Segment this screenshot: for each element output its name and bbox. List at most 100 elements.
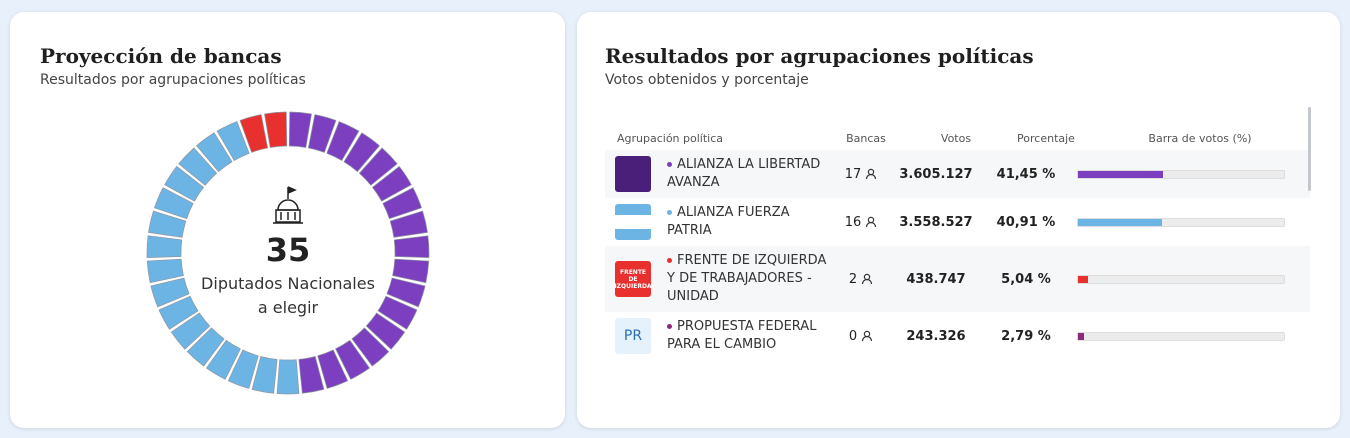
seats-card: Proyección de bancas Resultados por agru… — [10, 12, 565, 428]
percentage: 40,91 % — [996, 214, 1056, 230]
seat-segment — [164, 165, 205, 202]
seats-value: 16 — [844, 214, 862, 230]
seat-segment — [335, 339, 370, 380]
party-name: FRENTE DE IZQUIERDA Y DE TRABAJADORES - … — [667, 252, 827, 306]
table-row: ALIANZA FUERZA PATRIA 16 3.558.527 40,91 % — [605, 198, 1310, 246]
percentage: 2,79 % — [1001, 328, 1051, 344]
name-text: FRENTE DE IZQUIERDA Y DE TRABAJADORES - … — [667, 253, 827, 304]
card-subtitle: Votos obtenidos y porcentaje — [605, 72, 809, 88]
seat-segment — [298, 356, 325, 394]
seat-segment — [239, 114, 269, 153]
center-label: a elegir — [258, 298, 319, 317]
seat-segment — [146, 258, 184, 284]
seat-segment — [393, 235, 430, 259]
name-text: ALIANZA LA LIBERTAD AVANZA — [667, 157, 821, 190]
percentage: 41,45 % — [996, 166, 1056, 182]
vote-bar — [1078, 170, 1164, 178]
party-name: ALIANZA LA LIBERTAD AVANZA — [667, 156, 827, 192]
user-icon — [866, 168, 877, 180]
vote-bar — [1078, 218, 1163, 226]
card-title: Proyección de bancas — [40, 44, 282, 68]
seat-segment — [358, 147, 398, 186]
seat-segment — [276, 359, 300, 395]
seat-segment — [392, 258, 430, 284]
logo-text: FRENTE DE IZQUIERDA — [614, 268, 652, 290]
seat-segment — [150, 277, 190, 308]
seats: 0 — [831, 329, 891, 344]
seat-segment — [146, 235, 183, 259]
seat-segment — [251, 356, 278, 394]
seat-donut: 35 Diputados Nacionales a elegir — [146, 111, 430, 395]
seat-segment — [371, 165, 412, 202]
table-row: ALIANZA LA LIBERTAD AVANZA 17 3.605.127 41,… — [605, 150, 1310, 198]
seats: 16 — [831, 215, 891, 230]
total-seats: 35 — [266, 231, 311, 269]
table-row: PR PROPUESTA FEDERAL PARA EL CAMBIO 0 243.3… — [605, 312, 1310, 360]
card-subtitle: Resultados por agrupaciones políticas — [40, 72, 306, 88]
results-card: Resultados por agrupaciones políticas Vo… — [577, 12, 1340, 428]
capitol-icon — [273, 186, 303, 224]
card-title: Resultados por agrupaciones políticas — [605, 44, 1034, 68]
seats-value: 17 — [844, 166, 862, 182]
column-header: Barra de votos (%) — [1148, 132, 1252, 145]
seats-value: 0 — [848, 328, 858, 344]
logo-text: PR — [623, 328, 643, 344]
seat-segment — [326, 121, 360, 161]
seat-segment — [377, 295, 418, 330]
vote-bar-track — [1077, 217, 1285, 227]
seat-segment — [153, 187, 194, 220]
vote-bar — [1078, 275, 1089, 283]
user-icon — [862, 330, 873, 342]
party-logo — [615, 156, 651, 192]
vote-bar-track — [1077, 274, 1285, 284]
name-text: PROPUESTA FEDERAL PARA EL CAMBIO — [667, 319, 817, 352]
votes: 3.558.527 — [899, 214, 973, 230]
column-header: Porcentaje — [1017, 132, 1075, 145]
column-header: Agrupación política — [616, 132, 723, 145]
center-label: Diputados Nacionales — [201, 274, 375, 293]
seats-value: 2 — [848, 271, 858, 287]
seat-segment — [351, 327, 390, 367]
votes: 438.747 — [906, 271, 966, 287]
color-dot — [667, 210, 672, 215]
user-icon — [862, 273, 873, 285]
scrollbar[interactable] — [1308, 107, 1311, 191]
seat-segment — [386, 277, 426, 308]
seat-segment — [382, 187, 423, 220]
seat-segment — [307, 114, 337, 153]
column-header: Bancas — [846, 132, 886, 145]
vote-bar-track — [1077, 169, 1285, 179]
party-logo: PR — [615, 318, 651, 354]
color-dot — [667, 324, 672, 329]
seat-segment — [206, 339, 241, 380]
column-header: Votos — [940, 132, 972, 145]
color-dot — [667, 258, 672, 263]
seat-segment — [178, 147, 218, 186]
seat-segment — [288, 111, 312, 148]
seat-segment — [196, 132, 233, 173]
percentage: 5,04 % — [1001, 271, 1051, 287]
table-row: FRENTE DE IZQUIERDA FRENTE DE IZQUIERDA Y… — [605, 246, 1310, 312]
seat-segment — [216, 121, 250, 161]
results-table: ALIANZA LA LIBERTAD AVANZA 17 3.605.127 41,… — [605, 150, 1310, 398]
seat-segment — [317, 349, 349, 389]
party-logo — [615, 204, 651, 240]
seat-segment — [158, 295, 199, 330]
color-dot — [667, 162, 672, 167]
seat-segment — [186, 327, 225, 367]
seat-segment — [343, 132, 380, 173]
party-logo: FRENTE DE IZQUIERDA — [614, 261, 652, 297]
name-text: ALIANZA FUERZA PATRIA — [667, 205, 790, 238]
user-icon — [866, 216, 877, 228]
seat-segment — [365, 312, 406, 350]
seat-segment — [170, 312, 211, 350]
seat-segment — [264, 111, 288, 148]
seat-segment — [227, 349, 259, 389]
party-name: ALIANZA FUERZA PATRIA — [667, 204, 827, 240]
seats: 2 — [831, 272, 891, 287]
vote-bar-track — [1077, 331, 1285, 341]
seat-segment — [389, 210, 428, 238]
seat-segment — [148, 210, 187, 238]
party-name: PROPUESTA FEDERAL PARA EL CAMBIO — [667, 318, 827, 354]
